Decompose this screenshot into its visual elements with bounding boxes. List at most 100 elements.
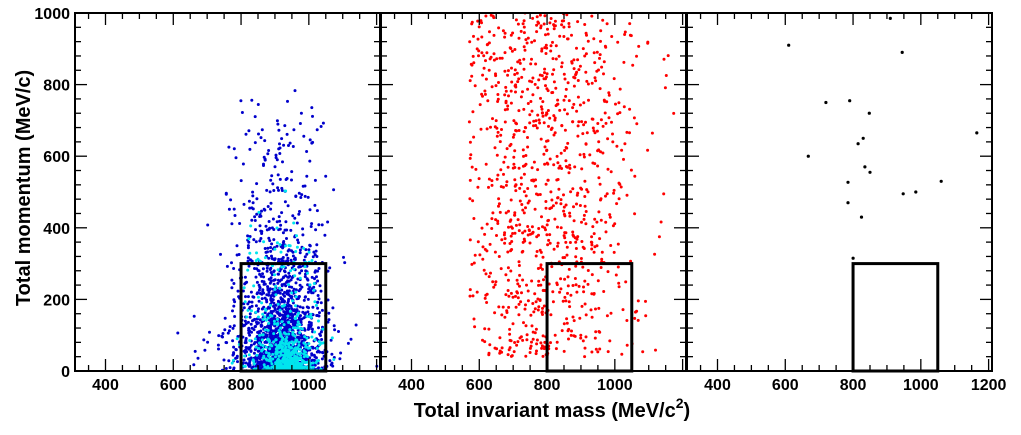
- data-point: [504, 85, 508, 89]
- data-point: [488, 343, 492, 347]
- data-point: [247, 264, 251, 268]
- data-point: [517, 166, 521, 170]
- data-point: [509, 269, 513, 273]
- data-point: [500, 313, 504, 317]
- data-point: [522, 172, 526, 176]
- data-point: [524, 154, 528, 157]
- data-point: [939, 179, 943, 183]
- data-point: [262, 275, 266, 279]
- data-point: [280, 366, 284, 370]
- data-point: [538, 298, 542, 302]
- data-point: [269, 294, 273, 298]
- data-point: [631, 63, 635, 67]
- data-point: [563, 149, 567, 152]
- data-point: [301, 227, 305, 231]
- data-point: [556, 241, 560, 245]
- data-point: [600, 257, 604, 261]
- data-point: [487, 275, 491, 279]
- data-point: [282, 323, 286, 327]
- data-point: [320, 350, 324, 354]
- data-point: [498, 351, 502, 355]
- data-point: [580, 167, 584, 171]
- data-point: [579, 333, 583, 337]
- data-point: [481, 73, 485, 77]
- data-point: [247, 129, 251, 133]
- data-point: [307, 250, 311, 254]
- data-point: [471, 294, 475, 298]
- data-point: [522, 19, 526, 23]
- data-point: [593, 336, 597, 340]
- data-point: [524, 354, 528, 358]
- data-point: [577, 68, 581, 72]
- data-point: [522, 154, 525, 158]
- data-point: [620, 352, 624, 356]
- data-point: [252, 238, 256, 242]
- data-point: [287, 345, 291, 349]
- data-point: [273, 287, 277, 291]
- x-tick-label: 1000: [903, 377, 939, 394]
- data-point: [231, 326, 235, 330]
- data-point: [274, 350, 278, 354]
- data-point: [306, 283, 310, 287]
- data-point: [243, 300, 247, 304]
- data-point: [326, 220, 330, 224]
- data-point: [570, 33, 573, 37]
- data-point: [269, 350, 273, 354]
- data-point: [556, 98, 560, 102]
- data-point: [260, 128, 264, 132]
- data-point: [291, 145, 295, 148]
- data-point: [236, 289, 240, 293]
- data-point: [305, 314, 309, 318]
- data-point: [307, 323, 311, 327]
- data-point: [332, 324, 336, 328]
- data-point: [519, 176, 523, 180]
- data-point: [481, 245, 485, 249]
- data-point: [254, 228, 257, 232]
- data-point: [856, 142, 860, 146]
- data-point: [252, 284, 256, 288]
- data-point: [593, 61, 597, 65]
- data-point: [480, 226, 484, 230]
- data-point: [599, 150, 602, 154]
- data-point: [592, 292, 596, 296]
- data-point: [276, 186, 280, 190]
- data-point: [543, 340, 547, 344]
- data-point: [286, 301, 290, 305]
- data-point: [264, 357, 268, 361]
- data-point: [572, 319, 576, 323]
- data-point: [544, 43, 548, 47]
- data-point: [236, 360, 239, 364]
- data-point: [518, 273, 522, 277]
- data-point: [266, 316, 270, 320]
- data-point: [537, 227, 541, 230]
- data-point: [540, 344, 544, 348]
- data-point: [490, 179, 494, 183]
- x-tick-label: 800: [534, 377, 561, 394]
- data-point: [293, 312, 297, 316]
- data-point: [517, 260, 521, 264]
- data-point: [574, 240, 578, 244]
- data-point: [232, 147, 236, 151]
- data-point: [274, 153, 278, 157]
- data-point: [599, 29, 603, 33]
- data-point: [538, 248, 542, 252]
- data-point: [275, 119, 279, 123]
- data-point: [511, 295, 515, 299]
- data-point: [289, 269, 292, 273]
- data-point: [623, 30, 627, 34]
- data-point: [585, 131, 589, 135]
- data-point: [256, 361, 260, 365]
- data-point: [489, 125, 492, 129]
- data-point: [303, 360, 307, 364]
- data-point: [517, 229, 521, 233]
- data-point: [504, 183, 508, 187]
- data-point: [223, 316, 227, 320]
- data-point: [243, 282, 247, 286]
- data-point: [276, 302, 280, 306]
- data-point: [517, 302, 521, 306]
- data-point: [512, 133, 516, 137]
- data-point: [321, 327, 325, 331]
- data-point: [576, 58, 580, 62]
- data-point: [243, 319, 247, 323]
- data-point: [217, 334, 221, 338]
